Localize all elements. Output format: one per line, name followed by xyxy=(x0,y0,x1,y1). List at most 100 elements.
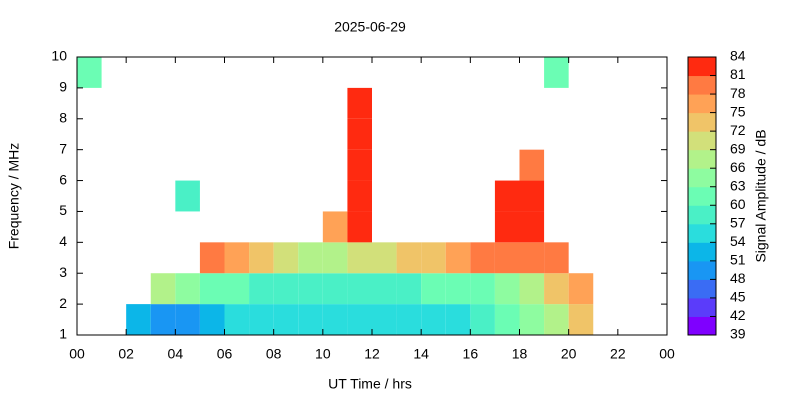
heat-cell xyxy=(347,149,372,181)
heat-cell xyxy=(494,180,520,212)
colorbar-tick-label: 63 xyxy=(730,177,746,193)
y-tick-label: 5 xyxy=(59,202,67,218)
heat-cell xyxy=(519,304,545,335)
heat-cell xyxy=(150,304,176,335)
y-tick-label: 10 xyxy=(51,48,67,64)
heat-cell xyxy=(322,304,348,335)
heat-cell xyxy=(347,304,372,335)
y-tick-label: 6 xyxy=(59,171,67,187)
x-tick-label: 02 xyxy=(118,346,134,362)
colorbar-segment xyxy=(688,242,716,262)
heat-cell xyxy=(347,242,372,274)
colorbar-segment xyxy=(688,205,716,225)
heat-cell xyxy=(347,273,372,305)
heat-cell xyxy=(126,304,151,335)
heat-cell xyxy=(470,304,495,335)
heat-cell xyxy=(544,242,569,274)
heat-cell xyxy=(519,149,545,181)
colorbar-segment xyxy=(688,94,716,114)
x-tick-label: 00 xyxy=(659,346,675,362)
heat-cell xyxy=(519,180,545,212)
heat-cell xyxy=(224,242,250,274)
heat-cell xyxy=(347,180,372,212)
heat-cell xyxy=(273,242,299,274)
heat-cell xyxy=(544,304,569,335)
colorbar-tick-label: 69 xyxy=(730,140,746,156)
heat-cell xyxy=(199,242,225,274)
y-tick-label: 9 xyxy=(59,79,67,95)
x-tick-label: 16 xyxy=(463,346,479,362)
colorbar-segment xyxy=(688,112,716,132)
heat-cell xyxy=(445,273,471,305)
y-tick-label: 3 xyxy=(59,264,67,280)
colorbar-segment xyxy=(688,316,716,336)
heat-cell xyxy=(298,273,323,305)
heat-cell xyxy=(568,273,594,305)
heat-cell xyxy=(199,273,225,305)
chart-title: 2025-06-29 xyxy=(334,19,406,35)
heat-cell xyxy=(77,57,102,88)
colorbar-segment xyxy=(688,297,716,317)
colorbar-segment xyxy=(688,186,716,206)
heat-cell xyxy=(470,273,495,305)
heat-cell xyxy=(298,304,323,335)
colorbar-tick-label: 51 xyxy=(730,252,746,268)
heat-cell xyxy=(519,242,545,274)
colorbar-segment xyxy=(688,149,716,169)
heat-cell xyxy=(445,242,471,274)
colorbar-tick-label: 42 xyxy=(730,307,746,323)
colorbar-tick-label: 45 xyxy=(730,289,746,305)
colorbar-tick-label: 60 xyxy=(730,196,746,212)
colorbar-segment xyxy=(688,260,716,280)
x-tick-label: 18 xyxy=(512,346,528,362)
heat-cell xyxy=(421,242,446,274)
colorbar-segment xyxy=(688,279,716,299)
colorbar-tick-label: 75 xyxy=(730,103,746,119)
x-tick-label: 08 xyxy=(266,346,282,362)
colorbar-tick-label: 72 xyxy=(730,122,746,138)
heat-cell xyxy=(322,211,348,243)
heat-cell xyxy=(199,304,225,335)
colorbar-tick-label: 81 xyxy=(730,66,746,82)
heat-cell xyxy=(544,57,569,88)
heat-cell xyxy=(150,273,176,305)
heat-cell xyxy=(494,304,520,335)
colorbar-tick-label: 84 xyxy=(730,48,746,64)
x-tick-label: 00 xyxy=(69,346,85,362)
heat-cell xyxy=(372,304,397,335)
colorbar-frame xyxy=(687,56,717,336)
y-tick-label: 1 xyxy=(59,326,67,342)
colorbar-tick-label: 39 xyxy=(730,326,746,342)
heat-cell xyxy=(175,180,200,212)
y-tick-label: 2 xyxy=(59,295,67,311)
y-tick-label: 4 xyxy=(59,233,67,249)
heat-cell xyxy=(372,273,397,305)
heat-cell xyxy=(298,242,323,274)
heat-cell xyxy=(249,304,274,335)
heat-cell xyxy=(224,304,250,335)
heat-cell xyxy=(347,87,372,119)
colorbar-tick-label: 54 xyxy=(730,233,746,249)
heat-cell xyxy=(568,304,594,335)
heat-cell xyxy=(322,242,348,274)
colorbar-tick-label: 78 xyxy=(730,85,746,101)
x-tick-label: 04 xyxy=(168,346,184,362)
heat-cell xyxy=(544,273,569,305)
heat-cell xyxy=(347,211,372,243)
colorbar-label: Signal Amplitude / dB xyxy=(753,129,769,262)
heat-cell xyxy=(224,273,250,305)
heat-cell xyxy=(396,273,422,305)
y-tick-label: 7 xyxy=(59,140,67,156)
x-tick-label: 06 xyxy=(217,346,233,362)
heat-cell xyxy=(445,304,471,335)
x-tick-label: 10 xyxy=(315,346,331,362)
colorbar-tick-label: 48 xyxy=(730,270,746,286)
colorbar-segment xyxy=(688,168,716,188)
heat-cell xyxy=(347,118,372,150)
x-tick-label: 14 xyxy=(413,346,429,362)
x-tick-label: 22 xyxy=(610,346,626,362)
heat-cell xyxy=(175,304,200,335)
heat-cell xyxy=(175,273,200,305)
colorbar-segment xyxy=(688,75,716,95)
